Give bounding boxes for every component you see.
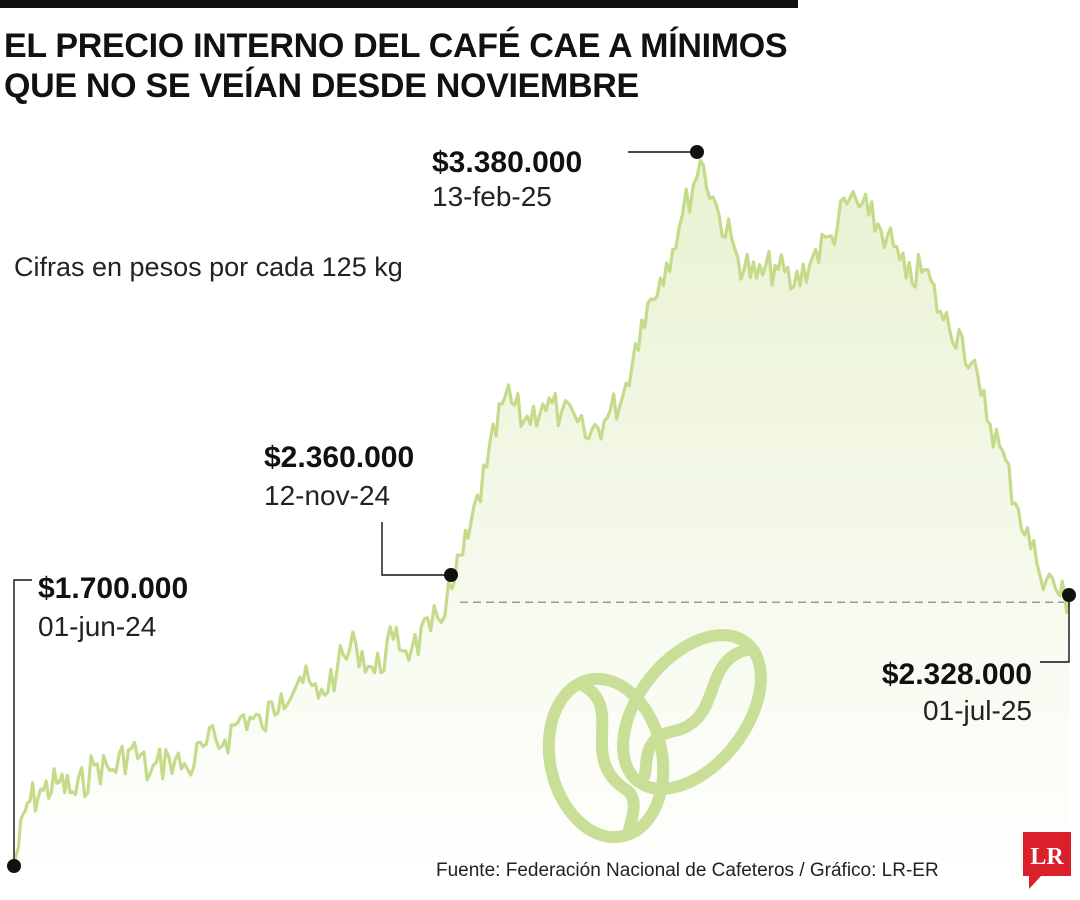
annotation-start-value: $1.700.000 xyxy=(38,572,188,605)
annotation-nov: $2.360.000 12-nov-24 xyxy=(264,441,458,582)
top-rule xyxy=(0,0,798,8)
annotation-nov-dot xyxy=(444,568,458,582)
lr-logo-text: LR xyxy=(1030,844,1064,870)
price-line xyxy=(12,158,1071,867)
annotation-peak-date: 13-feb-25 xyxy=(432,181,552,212)
annotation-peak: $3.380.000 13-feb-25 xyxy=(432,145,704,212)
annotation-start-date: 01-jun-24 xyxy=(38,611,156,642)
annotation-end-value: $2.328.000 xyxy=(882,658,1032,691)
annotation-end-date: 01-jul-25 xyxy=(923,695,1032,726)
chart-subtitle: Cifras en pesos por cada 125 kg xyxy=(14,252,403,282)
annotation-end: $2.328.000 01-jul-25 xyxy=(882,588,1076,726)
annotation-nov-date: 12-nov-24 xyxy=(264,480,390,511)
annotation-peak-dot xyxy=(690,145,704,159)
coffee-bean-icon xyxy=(542,629,767,844)
annotation-start: $1.700.000 01-jun-24 xyxy=(7,572,188,873)
annotation-nov-leader xyxy=(381,522,450,576)
annotation-start-dot xyxy=(7,859,21,873)
lr-logo: LR xyxy=(1023,832,1071,889)
annotation-end-dot xyxy=(1062,588,1076,602)
annotation-start-leader xyxy=(13,579,32,866)
chart-title: EL PRECIO INTERNO DEL CAFÉ CAE A MÍNIMOS… xyxy=(4,27,788,105)
annotation-end-leader xyxy=(1040,596,1070,663)
price-area xyxy=(14,160,1069,880)
source-note: Fuente: Federación Nacional de Cafeteros… xyxy=(436,860,939,881)
annotation-peak-value: $3.380.000 xyxy=(432,146,582,179)
annotation-nov-value: $2.360.000 xyxy=(264,441,414,474)
